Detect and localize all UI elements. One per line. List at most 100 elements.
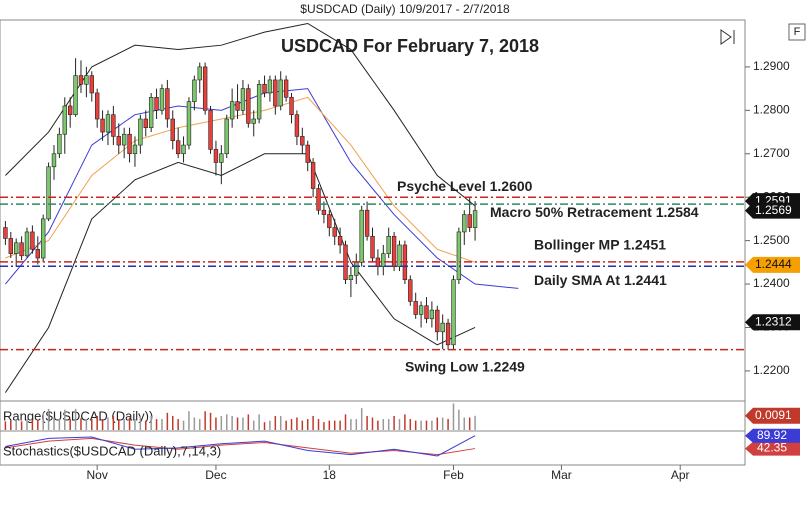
candle-body [73,75,78,115]
y-tick-label: 1.2500 [753,233,790,247]
candle-body [100,118,105,133]
x-tick-label: 18 [323,468,337,482]
candle-body [370,235,375,259]
price-tag-label: 1.2312 [755,314,792,328]
candle-body [364,209,370,237]
candle-body [154,97,159,111]
candle-body [202,66,208,111]
candle-body [294,114,300,137]
candle-body [219,153,224,163]
candle-body [67,105,73,115]
candle-body [84,75,89,85]
candle-body [445,322,451,346]
x-tick-label: Mar [551,468,572,482]
candle-body [408,279,413,302]
candle-body [354,262,359,276]
candle-body [235,101,240,111]
candle-body [78,75,84,85]
candle-body [332,227,337,237]
stoch-line [5,435,476,457]
stoch-tag [745,428,800,443]
candle-body [321,209,327,215]
candle-body [440,322,445,333]
candle-body [435,309,440,333]
stoch-tag [745,441,800,456]
plot-frame [0,19,746,466]
candle-body [418,305,424,315]
candle-body [46,166,51,220]
x-tick-label: Feb [443,468,464,482]
f-button-label: F [794,26,801,38]
candle-body [181,144,186,155]
candle-body [127,133,132,155]
candle-body [413,301,418,315]
candle-body [451,279,456,346]
candle-body [159,88,165,111]
candle-body [94,92,100,120]
x-tick-label: Nov [87,468,108,482]
candle-body [305,144,310,163]
candle-body [267,79,273,94]
candle-body [186,101,192,146]
candle-body [111,114,116,137]
candle-body [283,79,289,98]
candle-body [381,253,386,267]
candle-body [89,75,94,94]
candle-body [359,209,364,263]
candle-body [30,231,35,250]
candle-body [289,97,294,115]
candle-body [35,249,40,259]
candle-body [397,244,402,267]
candle-body [424,305,429,320]
header: $USDCAD (Daily) 10/9/2017 - 2/7/2018 [300,2,510,16]
candle-body [337,235,343,246]
candle-body [19,242,24,257]
y-tick-label: 1.2200 [753,363,790,377]
candle-body [62,105,67,135]
overlay-line [4,153,476,393]
candle-body [472,210,478,228]
candle-body [51,153,57,168]
candle-body [467,214,472,228]
level-label: Bollinger MP 1.2451 [534,237,666,253]
candle-body [240,88,246,111]
y-tick-label: 1.2900 [753,59,790,73]
stoch-tag-label: 42.35 [757,441,787,455]
panel-label: Stochastics($USDCAD (Daily),7,14,3) [3,443,221,458]
candle-body [429,309,435,320]
candle-body [278,79,283,107]
stoch-tag-label: 89.92 [757,428,787,442]
candle-body [251,118,256,124]
scroll-end-icon[interactable] [720,29,735,45]
candle-body [138,118,143,146]
x-tick-label: Apr [671,468,690,482]
candle-body [208,110,213,150]
candle-body [386,235,391,254]
level-label: Macro 50% Retracement 1.2584 [490,204,699,220]
candle-body [192,79,197,102]
y-tick-label: 1.2400 [753,276,790,290]
stoch-line [5,437,476,456]
candle-body [143,118,148,129]
candle-body [57,133,62,155]
price-tag-label: 1.2444 [755,257,792,271]
candle-body [105,114,111,133]
price-tag-label: 1.2569 [755,203,792,217]
candle-body [8,238,13,254]
candle-body [391,235,397,267]
level-label: Daily SMA At 1.2441 [534,272,667,288]
candle-body [40,218,46,259]
candle-body [213,149,219,163]
candle-body [262,83,267,94]
candle-body [456,231,462,281]
candle-body [165,88,170,120]
chart-title: USDCAD For February 7, 2018 [281,36,539,56]
range-tag [745,407,800,424]
candle-body [197,66,202,81]
candle-body [3,227,8,239]
candle-body [256,83,262,120]
candle-body [348,275,354,281]
f-button[interactable] [788,23,806,41]
panel-label: Range($USDCAD (Daily)) [3,408,153,423]
